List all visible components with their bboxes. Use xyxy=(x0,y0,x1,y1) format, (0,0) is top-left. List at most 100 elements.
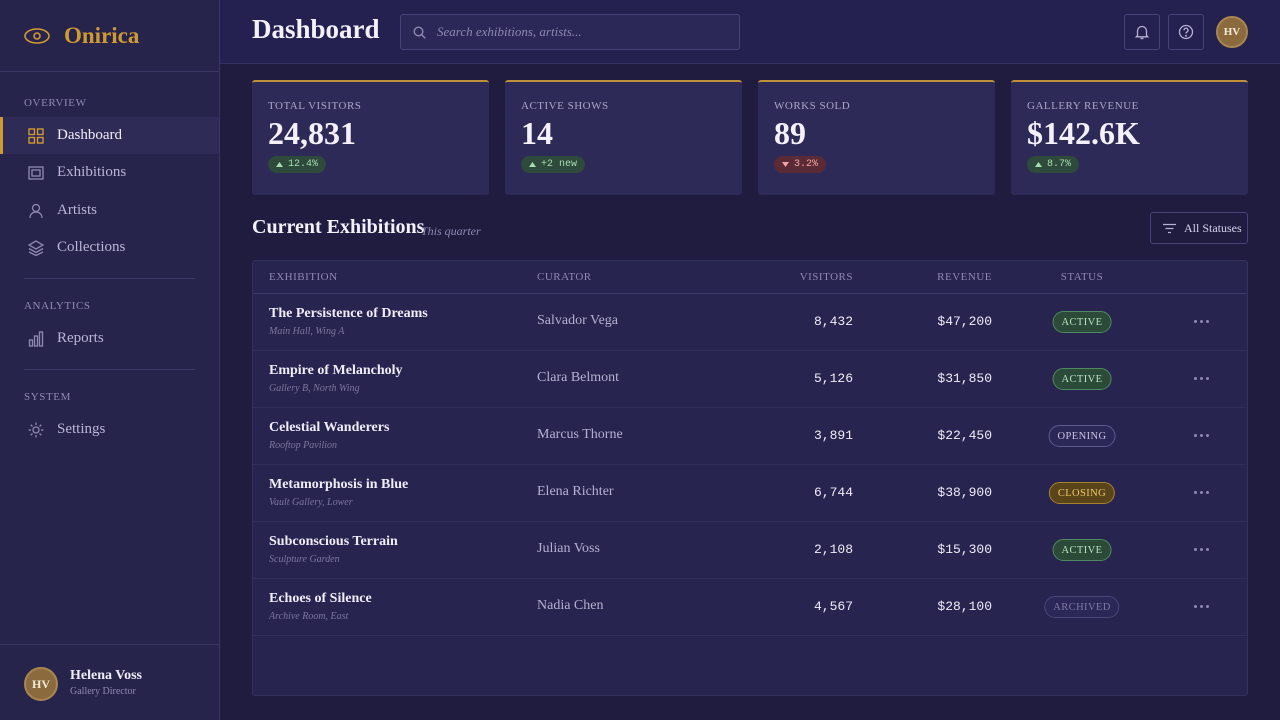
curator: Clara Belmont xyxy=(537,370,620,385)
curator: Julian Voss xyxy=(537,541,600,556)
section-subtitle: This quarter xyxy=(421,224,481,238)
stat-change-text: 3.2% xyxy=(794,159,819,170)
brand-logo xyxy=(24,28,50,44)
row-actions[interactable] xyxy=(1194,377,1209,380)
revenue: $31,850 xyxy=(937,371,992,386)
nav-label: Reports xyxy=(57,330,104,346)
row-actions[interactable] xyxy=(1194,434,1209,437)
row-actions[interactable] xyxy=(1194,491,1209,494)
dot xyxy=(1206,377,1209,380)
visitors: 3,891 xyxy=(813,428,853,443)
nav-label: Artists xyxy=(57,202,98,218)
dot xyxy=(1194,377,1197,380)
user-avatar[interactable]: HV xyxy=(24,667,58,701)
user-name: Helena Voss xyxy=(70,668,142,683)
search-box[interactable]: Search exhibitions, artists... xyxy=(400,14,740,50)
visitors: 4,567 xyxy=(813,599,853,614)
stat-change-text: +2 new xyxy=(541,159,578,170)
row-actions[interactable] xyxy=(1194,605,1209,608)
status-badge: ARCHIVED xyxy=(1044,596,1120,618)
trend-arrow xyxy=(529,162,536,167)
nav-item[interactable]: Reports xyxy=(0,320,219,357)
status-filter[interactable]: All Statuses xyxy=(1150,212,1248,244)
exhibition-location: Vault Gallery, Lower xyxy=(269,497,353,508)
curator: Elena Richter xyxy=(537,484,614,499)
icon xyxy=(28,422,44,437)
nav-section-title: OVERVIEW xyxy=(24,97,87,109)
row-actions[interactable] xyxy=(1194,548,1209,551)
status-badge: CLOSING xyxy=(1048,482,1116,504)
nav-section-title: SYSTEM xyxy=(24,391,71,403)
exhibition-name: Echoes of Silence xyxy=(269,591,372,606)
notifications-button[interactable] xyxy=(1124,14,1160,50)
icon xyxy=(29,203,43,218)
brand[interactable]: Onirica xyxy=(24,22,139,50)
table-row: Celestial Wanderers Rooftop Pavilion Marcu… xyxy=(253,408,1247,465)
stat-change: 3.2% xyxy=(774,156,827,173)
trend-arrow xyxy=(276,162,283,167)
dot xyxy=(1200,548,1203,551)
trend-arrow xyxy=(1035,162,1042,167)
table-row: The Persistence of Dreams Main Hall, Wing… xyxy=(253,294,1247,351)
revenue: $22,450 xyxy=(937,428,992,443)
icon xyxy=(28,239,44,256)
dot xyxy=(1194,548,1197,551)
curator: Salvador Vega xyxy=(537,313,618,328)
nav-label: Dashboard xyxy=(57,127,122,143)
status-badge: OPENING xyxy=(1048,425,1116,447)
help-button[interactable] xyxy=(1168,14,1204,50)
curator: Nadia Chen xyxy=(537,598,604,613)
revenue: $28,100 xyxy=(937,599,992,614)
dot xyxy=(1200,434,1203,437)
status-badge: ACTIVE xyxy=(1052,539,1112,561)
exhibition-name: Celestial Wanderers xyxy=(269,420,390,435)
curator: Marcus Thorne xyxy=(537,427,623,442)
dot xyxy=(1194,605,1197,608)
status-badge: ACTIVE xyxy=(1052,368,1112,390)
help-icon xyxy=(1178,24,1194,40)
stat-card: GALLERY REVENUE $142.6K 8.7% xyxy=(1011,80,1248,195)
column-header: EXHIBITION xyxy=(269,271,338,283)
divider xyxy=(253,293,1247,294)
nav-item[interactable]: Exhibitions xyxy=(0,154,219,191)
table-row: Empire of Melancholy Gallery B, North Win… xyxy=(253,351,1247,408)
column-header: STATUS xyxy=(1060,271,1104,283)
nav-item[interactable]: Artists xyxy=(0,192,219,229)
stat-label: WORKS SOLD xyxy=(774,100,851,112)
exhibition-location: Main Hall, Wing A xyxy=(269,326,345,337)
dot xyxy=(1200,377,1203,380)
visitors: 6,744 xyxy=(813,485,853,500)
stat-value: 14 xyxy=(521,115,553,151)
section-title: Current Exhibitions xyxy=(252,216,425,238)
column-header: REVENUE xyxy=(937,271,992,283)
dot xyxy=(1206,434,1209,437)
stat-value: 89 xyxy=(774,115,806,151)
dot xyxy=(1200,605,1203,608)
icon xyxy=(28,330,44,347)
header-avatar[interactable]: HV xyxy=(1216,16,1248,48)
dot xyxy=(1194,491,1197,494)
dot xyxy=(1206,491,1209,494)
exhibition-name: Empire of Melancholy xyxy=(269,363,403,378)
page-title: Dashboard xyxy=(252,14,380,44)
stat-value: 24,831 xyxy=(268,115,356,151)
nav-item[interactable]: Settings xyxy=(0,411,219,448)
dot xyxy=(1200,320,1203,323)
table-row: Metamorphosis in Blue Vault Gallery, Lowe… xyxy=(253,465,1247,522)
stat-change-text: 8.7% xyxy=(1047,159,1072,170)
divider xyxy=(24,369,195,370)
stat-label: TOTAL VISITORS xyxy=(268,100,362,112)
nav-item[interactable]: Dashboard xyxy=(0,117,219,154)
exhibition-name: Metamorphosis in Blue xyxy=(269,477,409,492)
dot xyxy=(1206,605,1209,608)
stat-value: $142.6K xyxy=(1027,115,1140,151)
user-role: Gallery Director xyxy=(70,686,136,697)
nav-item[interactable]: Collections xyxy=(0,229,219,266)
visitors: 5,126 xyxy=(813,371,853,386)
divider xyxy=(0,71,219,72)
row-actions[interactable] xyxy=(1194,320,1209,323)
search-icon xyxy=(413,25,426,39)
bell-icon xyxy=(1134,25,1150,40)
